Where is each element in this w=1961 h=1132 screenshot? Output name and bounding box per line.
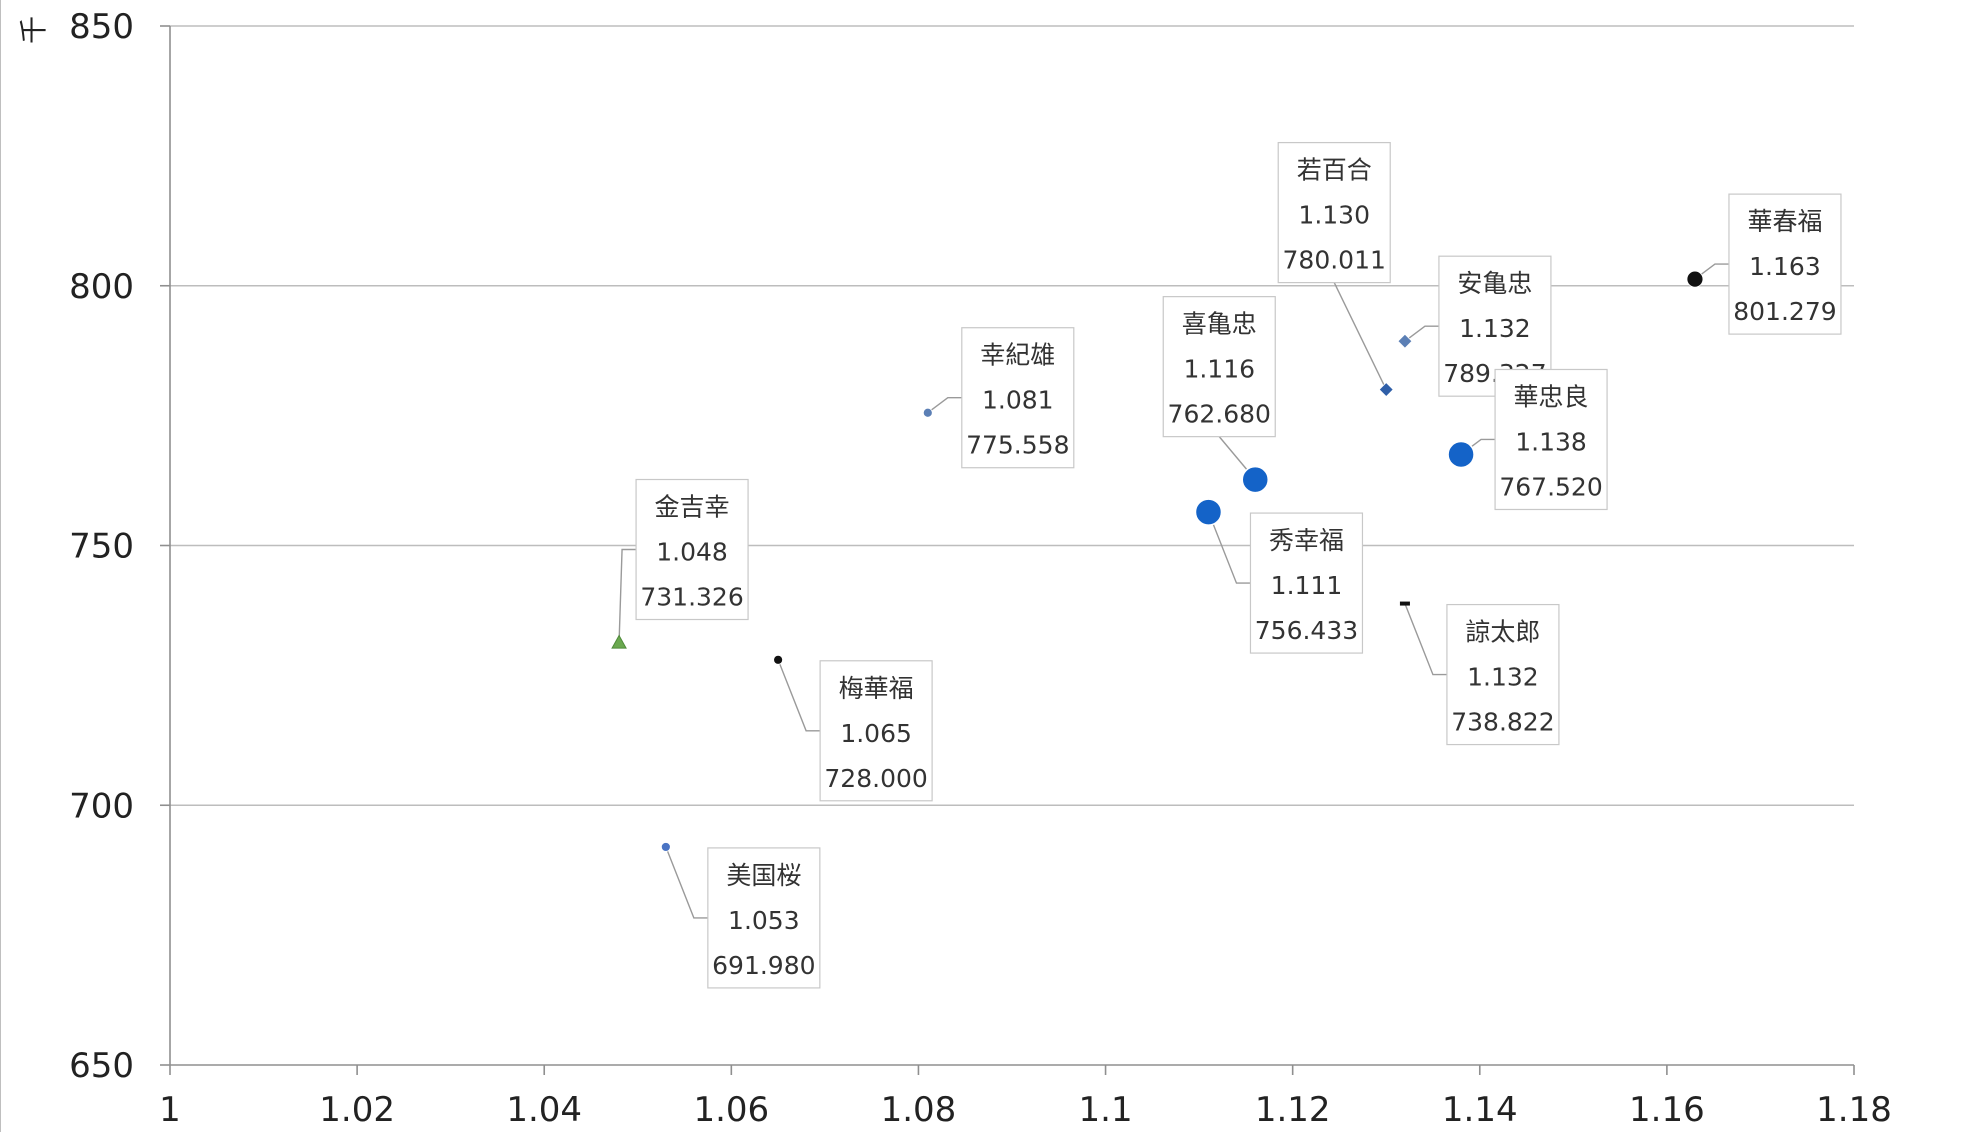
data-label-box <box>1728 193 1842 335</box>
data-label-2: 若百合 1.130 780.011 <box>1277 141 1391 284</box>
data-label-box <box>1446 603 1560 746</box>
leader-line <box>1207 511 1251 584</box>
data-label-7: 秀幸福 1.111 756.433 <box>1249 512 1364 654</box>
data-point-6 <box>922 407 933 418</box>
x-tick-label: 1.16 <box>1629 1090 1705 1130</box>
data-point-3 <box>1397 333 1413 349</box>
data-label-x-value: 1.163 <box>1749 252 1821 281</box>
data-label-y-value: 731.326 <box>640 583 743 612</box>
data-label-6: 幸紀雄 1.081 775.558 <box>961 327 1075 469</box>
y-tick-label: 750 <box>69 527 134 567</box>
data-label-y-value: 767.520 <box>1499 472 1602 501</box>
data-label-box <box>819 660 933 802</box>
data-label-y-value: 775.558 <box>966 431 1069 460</box>
y-tick-label: 700 <box>69 786 134 826</box>
data-label-y-value: 762.680 <box>1168 400 1271 429</box>
x-tick-label: 1.12 <box>1255 1090 1331 1130</box>
x-tick-label: 1.1 <box>1079 1090 1133 1130</box>
data-label-1: 華春福 1.163 801.279 <box>1728 193 1842 335</box>
grid-layer <box>170 25 1854 806</box>
data-label-x-value: 1.081 <box>982 386 1054 415</box>
leader-line <box>1404 325 1439 342</box>
data-label-x-value: 1.138 <box>1515 427 1587 456</box>
data-label-11: 美国桜 1.053 691.980 <box>707 847 821 989</box>
data-label-y-value: 801.279 <box>1733 297 1836 326</box>
data-label-name: 金吉幸 <box>655 493 730 522</box>
leader-line <box>1333 282 1387 390</box>
data-label-y-value: 728.000 <box>824 764 927 793</box>
data-label-name: 梅華福 <box>839 674 914 703</box>
data-label-name: 若百合 <box>1297 156 1372 185</box>
data-label-x-value: 1.053 <box>728 906 800 935</box>
x-tick-label: 1.14 <box>1442 1090 1518 1130</box>
leader-line-layer <box>618 263 1729 919</box>
data-label-x-value: 1.048 <box>656 538 728 567</box>
x-tick-label: 1.06 <box>693 1090 769 1130</box>
data-label-x-value: 1.111 <box>1271 571 1343 600</box>
data-label-y-value: 756.433 <box>1255 616 1358 645</box>
data-label-y-value: 691.980 <box>712 951 815 980</box>
data-label-x-value: 1.130 <box>1298 201 1370 230</box>
x-tick-label: 1.08 <box>881 1090 957 1130</box>
data-label-x-value: 1.116 <box>1183 355 1255 384</box>
data-label-box <box>961 327 1075 469</box>
data-label-y-value: 738.822 <box>1451 708 1554 737</box>
data-label-x-value: 1.132 <box>1459 314 1531 343</box>
axis-layer <box>160 25 1855 1075</box>
data-label-name: 秀幸福 <box>1269 526 1344 555</box>
leader-line <box>777 659 821 732</box>
data-label-8: 金吉幸 1.048 731.326 <box>635 478 749 621</box>
data-label-name: 華春福 <box>1747 207 1822 236</box>
data-label-9: 諒太郎 1.132 738.822 <box>1446 603 1560 746</box>
data-label-box <box>707 847 821 989</box>
x-tick-label: 1.18 <box>1816 1090 1892 1130</box>
data-label-box <box>1494 368 1608 511</box>
y-tick-label: 650 <box>69 1046 134 1086</box>
leader-line <box>665 846 708 919</box>
data-label-4: 喜亀忠 1.116 762.680 <box>1162 296 1276 438</box>
data-point-4 <box>1241 465 1269 494</box>
leader-line <box>618 548 637 643</box>
data-point-2 <box>1378 382 1394 398</box>
leader-line <box>927 397 962 414</box>
data-label-name: 華忠良 <box>1514 382 1589 411</box>
data-label-name: 喜亀忠 <box>1182 310 1257 339</box>
data-label-name: 安亀忠 <box>1457 269 1532 298</box>
data-label-box <box>1162 296 1276 438</box>
data-label-y-value: 780.011 <box>1283 246 1386 275</box>
x-tick-label: 1.04 <box>506 1090 582 1130</box>
tick-label-layer: 650 700 750 800 850 1 1.02 1.04 1.06 1.08 1.1 1.12 1… <box>69 7 1892 1130</box>
data-label-name: 幸紀雄 <box>980 341 1055 370</box>
data-point-7 <box>1194 498 1223 526</box>
data-point-5 <box>1447 440 1475 469</box>
data-point-9 <box>1399 601 1410 606</box>
data-point-1 <box>1686 270 1704 288</box>
data-label-x-value: 1.065 <box>840 719 912 748</box>
data-label-x-value: 1.132 <box>1467 663 1539 692</box>
y-tick-label: 850 <box>69 7 134 47</box>
data-label-name: 諒太郎 <box>1465 618 1540 647</box>
data-point-11 <box>660 842 671 852</box>
leader-line <box>1404 603 1447 676</box>
data-point-10 <box>773 654 784 665</box>
data-label-5: 華忠良 1.138 767.520 <box>1494 368 1608 511</box>
data-label-name: 美国桜 <box>726 861 801 890</box>
y-tick-label: 800 <box>69 267 134 307</box>
data-label-10: 梅華福 1.065 728.000 <box>819 660 933 802</box>
data-point-8 <box>611 634 627 649</box>
x-tick-label: 1 <box>159 1090 181 1130</box>
data-label-box <box>1277 141 1391 284</box>
data-point-layer <box>611 270 1704 852</box>
data-label-layer: 華春福 1.163 801.279 若百合 1.130 780.011 安亀忠 1.132 78… <box>635 141 1842 989</box>
data-label-box <box>635 478 749 621</box>
data-label-box <box>1249 512 1364 654</box>
y-axis-label: 千 <box>17 16 50 44</box>
x-tick-label: 1.02 <box>319 1090 395 1130</box>
